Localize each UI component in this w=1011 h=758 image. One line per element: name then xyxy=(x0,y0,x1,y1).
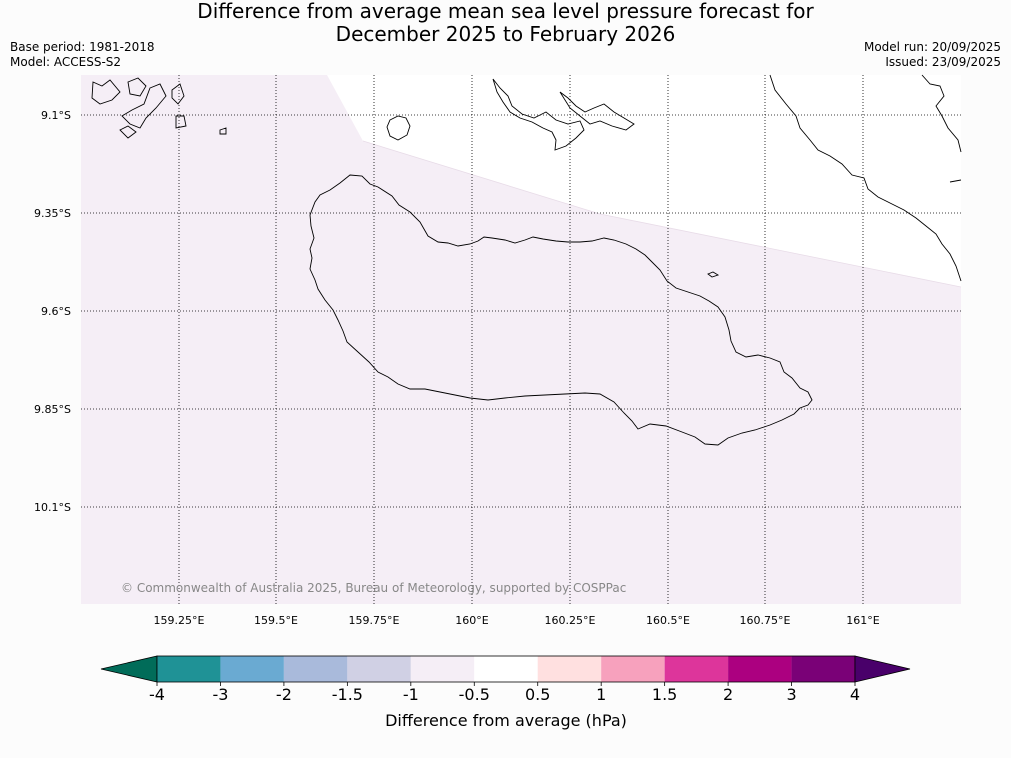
coastline-florida-islands xyxy=(492,78,635,151)
colorbar-tick-label: 4 xyxy=(850,685,860,704)
coastlines xyxy=(91,74,962,446)
meta-right: Model run: 20/09/2025 Issued: 23/09/2025 xyxy=(864,40,1001,70)
lon-label: 159.75°E xyxy=(349,614,400,627)
colorbar-tick-label: 0.5 xyxy=(525,685,550,704)
colorbar-box xyxy=(601,656,665,682)
coastline-russell-islands xyxy=(91,77,227,139)
lon-label: 159.5°E xyxy=(254,614,298,627)
colorbar-box xyxy=(664,656,729,682)
colorbar-box xyxy=(347,656,411,682)
colorbar-box xyxy=(410,656,475,682)
coastline-malaita xyxy=(769,74,962,282)
model-name: Model: ACCESS-S2 xyxy=(10,55,122,69)
lon-label: 160°E xyxy=(455,614,488,627)
colorbar-boxes xyxy=(156,655,856,683)
coastline-islet xyxy=(707,271,720,278)
colorbar-tick-label: -1 xyxy=(403,685,419,704)
lat-label: 9.1°S xyxy=(41,109,71,122)
colorbar-tick-label: -4 xyxy=(149,685,165,704)
coastline-savo-island xyxy=(386,115,411,141)
colorbar-tick-label: -0.5 xyxy=(459,685,490,704)
lat-label: 9.35°S xyxy=(34,207,71,220)
longitude-labels: 159.25°E 159.5°E 159.75°E 160°E 160.25°E… xyxy=(154,614,880,627)
colorbar-over-arrow xyxy=(854,655,911,683)
colorbar-tick-label: 3 xyxy=(786,685,796,704)
colorbar-under-arrow xyxy=(100,655,158,683)
title-line-1: Difference from average mean sea level p… xyxy=(197,0,814,23)
colorbar-box xyxy=(283,656,348,682)
colorbar-box xyxy=(791,656,855,682)
coastline-malaita-north xyxy=(921,74,962,183)
colorbar-tick-label: -3 xyxy=(212,685,228,704)
coastline-guadalcanal xyxy=(309,174,813,446)
colorbar-label: Difference from average (hPa) xyxy=(385,711,627,730)
latitude-labels: 9.1°S 9.35°S 9.6°S 9.85°S 10.1°S xyxy=(34,109,71,514)
lon-label: 161°E xyxy=(846,614,879,627)
meta-left: Base period: 1981-2018 Model: ACCESS-S2 xyxy=(10,40,155,70)
colorbar-ticks: -4 -3 -2 -1.5 -1 -0.5 0.5 1 1.5 2 3 4 xyxy=(149,682,860,704)
gridlines xyxy=(81,75,961,604)
issued-date: Issued: 23/09/2025 xyxy=(885,55,1001,69)
colorbar-tick-label: -2 xyxy=(276,685,292,704)
copyright-notice: © Commonwealth of Australia 2025, Bureau… xyxy=(121,581,626,595)
lat-label: 9.85°S xyxy=(34,403,71,416)
colorbar-tick-label: -1.5 xyxy=(332,685,363,704)
lon-label: 160.5°E xyxy=(646,614,690,627)
contour-line xyxy=(362,140,962,288)
lat-label: 10.1°S xyxy=(34,501,71,514)
model-run: Model run: 20/09/2025 xyxy=(863,40,1001,54)
chart-title: Difference from average mean sea level p… xyxy=(0,0,1011,46)
colorbar-tick-label: 1.5 xyxy=(652,685,677,704)
lon-label: 159.25°E xyxy=(154,614,205,627)
lon-label: 160.25°E xyxy=(545,614,596,627)
colorbar-box xyxy=(474,656,538,682)
lat-label: 9.6°S xyxy=(41,305,71,318)
colorbar: -4 -3 -2 -1.5 -1 -0.5 0.5 1 1.5 2 3 4 Difference fr… xyxy=(100,655,911,730)
lon-label: 160.75°E xyxy=(740,614,791,627)
colorbar-box xyxy=(157,656,221,682)
map-panel: 9.1°S 9.35°S 9.6°S 9.85°S 10.1°S 159.25°… xyxy=(34,74,962,627)
near-zero-region xyxy=(327,75,961,287)
colorbar-tick-label: 2 xyxy=(723,685,733,704)
colorbar-tick-label: 1 xyxy=(596,685,606,704)
base-period: Base period: 1981-2018 xyxy=(10,40,155,54)
title-line-2: December 2025 to February 2026 xyxy=(335,22,676,46)
colorbar-box xyxy=(220,656,284,682)
colorbar-box xyxy=(728,656,792,682)
colorbar-box xyxy=(537,656,602,682)
